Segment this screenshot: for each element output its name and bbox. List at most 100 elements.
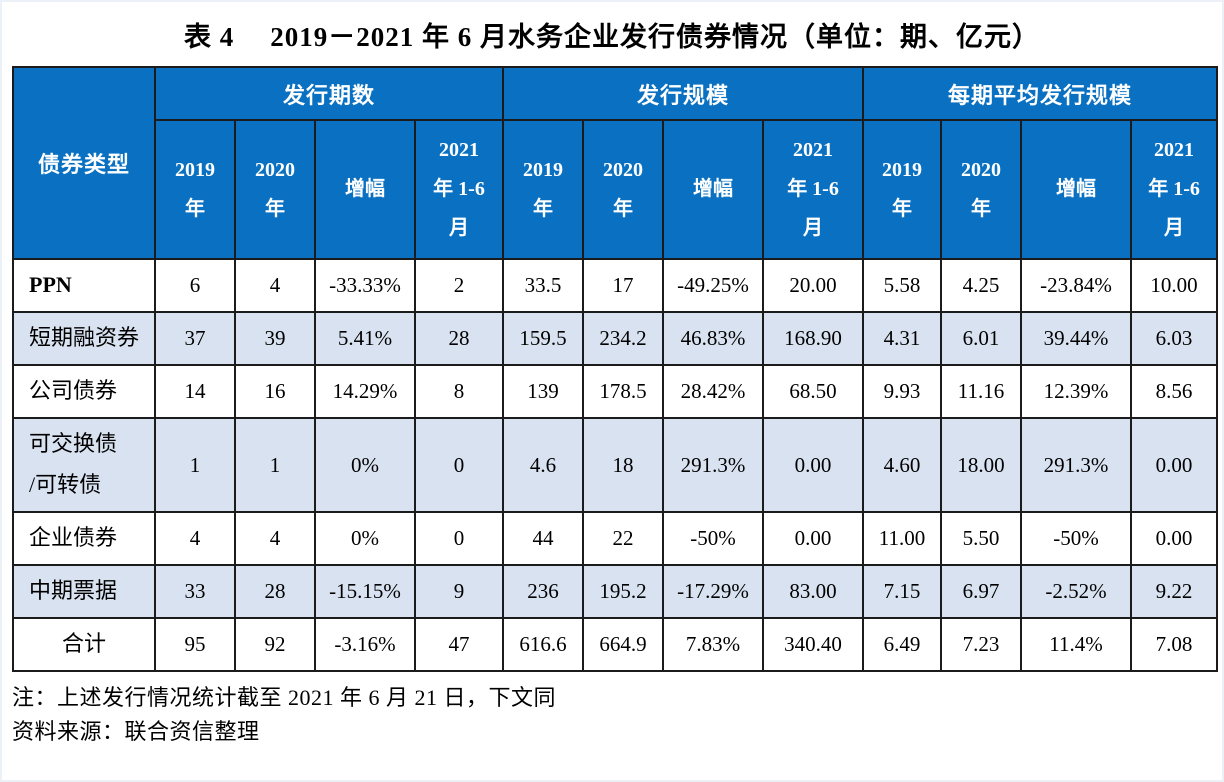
cell: 28: [413, 311, 505, 366]
cell: -33.33%: [314, 258, 416, 313]
cell: 4.25: [940, 258, 1023, 313]
cell: 20.00: [762, 258, 865, 313]
note-data-source: 资料来源：联合资信整理: [12, 719, 260, 744]
col-header-2020: 2020 年: [582, 119, 665, 260]
table-row-enterprise-bonds: 企业债券 4 4 0% 0 44 22 -50% 0.00 11.00 5.50…: [12, 511, 1219, 566]
col-header-2021h1: 2021 年 1-6 月: [1130, 119, 1219, 260]
cell: 1: [234, 417, 316, 513]
cell: 178.5: [582, 364, 665, 419]
col-header-2021h1: 2021 年 1-6 月: [413, 119, 505, 260]
table-number-label: 表 4: [184, 21, 235, 52]
cell: 7.23: [940, 617, 1023, 672]
cell: 10.00: [1130, 258, 1219, 313]
row-label: 短期融资券: [12, 311, 156, 366]
cell: 18.00: [940, 417, 1023, 513]
cell: 44: [502, 511, 585, 566]
cell: 33: [154, 564, 236, 619]
col-header-2021h1: 2021 年 1-6 月: [762, 119, 865, 260]
cell: 33.5: [502, 258, 585, 313]
cell: 0%: [314, 417, 416, 513]
cell: 14.29%: [314, 364, 416, 419]
cell: -17.29%: [662, 564, 765, 619]
group-header-avg-scale: 每期平均发行规模: [862, 66, 1219, 121]
cell: 0.00: [1130, 417, 1219, 513]
cell: 2: [413, 258, 505, 313]
header-group-row: 债券类型 发行期数 发行规模 每期平均发行规模: [12, 66, 1219, 260]
cell: 0.00: [762, 511, 865, 566]
col-header-2020: 2020 年: [234, 119, 316, 260]
note-statistics-cutoff: 注：上述发行情况统计截至 2021 年 6 月 21 日，下文同: [12, 685, 557, 710]
cell: -50%: [1020, 511, 1133, 566]
col-header-growth: 增幅: [314, 119, 416, 260]
cell: 6.01: [940, 311, 1023, 366]
cell: 7.08: [1130, 617, 1219, 672]
cell: 168.90: [762, 311, 865, 366]
cell: 11.00: [862, 511, 943, 566]
bond-issuance-table: 债券类型 发行期数 发行规模 每期平均发行规模 2019 年 2020 年 增幅…: [12, 66, 1219, 672]
cell: 92: [234, 617, 316, 672]
cell: 236: [502, 564, 585, 619]
cell: 5.50: [940, 511, 1023, 566]
cell: 5.41%: [314, 311, 416, 366]
table-row-ppn: PPN 6 4 -33.33% 2 33.5 17 -49.25% 20.00 …: [12, 258, 1219, 313]
cell: 0: [413, 417, 505, 513]
cell: 340.40: [762, 617, 865, 672]
cell: 14: [154, 364, 236, 419]
table-row-medium-term-notes: 中期票据 33 28 -15.15% 9 236 195.2 -17.29% 8…: [12, 564, 1219, 619]
cell: 37: [154, 311, 236, 366]
col-header-2020: 2020 年: [940, 119, 1023, 260]
col-header-2019: 2019 年: [862, 119, 943, 260]
cell: 7.15: [862, 564, 943, 619]
cell: 6.97: [940, 564, 1023, 619]
cell: -2.52%: [1020, 564, 1133, 619]
table-row-corporate-bonds: 公司债券 14 16 14.29% 8 139 178.5 28.42% 68.…: [12, 364, 1219, 419]
group-header-issue-count: 发行期数: [153, 66, 505, 121]
table-row-exchangeable-convertible: 可交换债 /可转债 1 1 0% 0 4.6 18 291.3% 0.00 4.…: [12, 417, 1219, 513]
col-header-2019: 2019 年: [154, 119, 236, 260]
cell: 68.50: [762, 364, 865, 419]
cell: 7.83%: [662, 617, 765, 672]
cell: 47: [413, 617, 505, 672]
table-row-total: 合计 95 92 -3.16% 47 616.6 664.9 7.83% 340…: [12, 617, 1219, 672]
cell: 616.6: [502, 617, 585, 672]
cell: 6: [154, 258, 236, 313]
cell: 4.6: [502, 417, 585, 513]
cell: 9.22: [1130, 564, 1219, 619]
cell: -49.25%: [662, 258, 765, 313]
cell: 0.00: [1130, 511, 1219, 566]
cell: 4: [234, 258, 316, 313]
cell: 5.58: [862, 258, 943, 313]
cell: 17: [582, 258, 665, 313]
group-header-issue-scale: 发行规模: [502, 66, 865, 121]
cell: 12.39%: [1020, 364, 1133, 419]
cell: 4: [154, 511, 236, 566]
row-label: 企业债券: [12, 511, 156, 566]
cell: 234.2: [582, 311, 665, 366]
cell: 0.00: [762, 417, 865, 513]
cell: 39: [234, 311, 316, 366]
cell: 9: [413, 564, 505, 619]
row-label: 公司债券: [12, 364, 156, 419]
cell: 4.31: [862, 311, 943, 366]
cell: 0: [413, 511, 505, 566]
cell: 11.4%: [1020, 617, 1133, 672]
cell: 11.16: [940, 364, 1023, 419]
cell: 8: [413, 364, 505, 419]
table-notes: 注：上述发行情况统计截至 2021 年 6 月 21 日，下文同 资料来源：联合…: [12, 681, 1222, 749]
table-title-text: 2019－2021 年 6 月水务企业发行债券情况（单位：期、亿元）: [270, 21, 1040, 52]
cell: 0%: [314, 511, 416, 566]
cell: 8.56: [1130, 364, 1219, 419]
table-row-short-term-notes: 短期融资券 37 39 5.41% 28 159.5 234.2 46.83% …: [12, 311, 1219, 366]
cell: 291.3%: [662, 417, 765, 513]
cell: 159.5: [502, 311, 585, 366]
cell: -50%: [662, 511, 765, 566]
cell: 83.00: [762, 564, 865, 619]
header-sub-row: 2019 年 2020 年 增幅 2021 年 1-6 月 2019 年 202…: [13, 119, 1219, 260]
row-label: 可交换债 /可转债: [12, 417, 156, 513]
cell: 6.49: [862, 617, 943, 672]
cell: 1: [154, 417, 236, 513]
col-header-2019: 2019 年: [502, 119, 585, 260]
cell: 28.42%: [662, 364, 765, 419]
cell: 139: [502, 364, 585, 419]
cell: 22: [582, 511, 665, 566]
